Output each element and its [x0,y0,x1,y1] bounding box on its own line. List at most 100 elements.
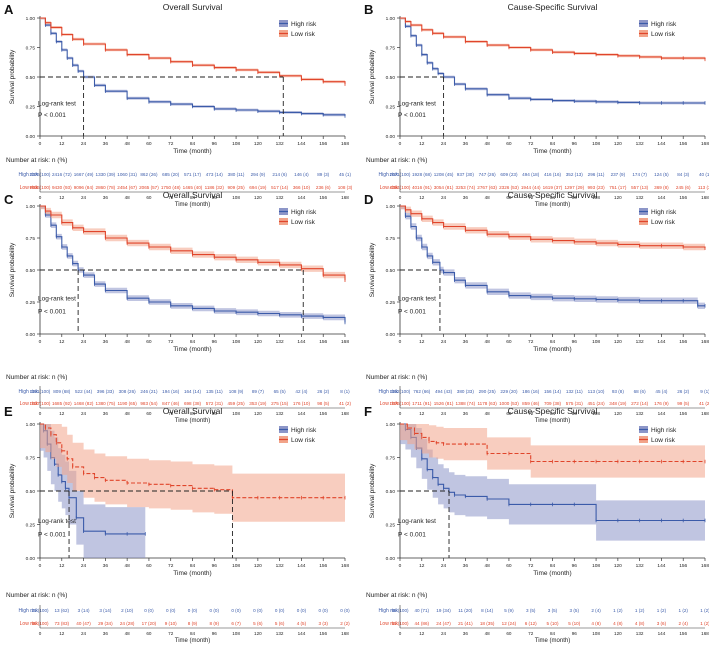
risk-table-x-tick: 24 [81,411,87,416]
x-tick-label: 36 [463,339,469,345]
x-tick-label: 72 [168,339,174,345]
low-risk-ci-band [40,206,345,284]
risk-table-cell-low: 1711 (91) [412,401,432,406]
x-tick-label: 24 [441,141,447,147]
risk-table-x-tick: 156 [679,195,687,200]
legend-label: Low risk [291,31,316,38]
risk-table-cell-low: 1000 (53) [499,401,519,406]
panel-b: B Cause-Specific Survival 0.00 0.25 0.50 0.75… [364,2,709,208]
risk-table-cell-high: 164 (14) [184,389,202,394]
legend-label: High risk [291,21,317,28]
x-tick-label: 12 [419,141,425,147]
x-tick-label: 96 [212,339,218,345]
x-tick-label: 168 [701,141,709,147]
panel-letter: E [4,404,13,419]
y-tick-label: 0.75 [386,46,396,52]
risk-table-x-tick: 132 [636,195,644,200]
risk-table-cell-low: 73 (83) [55,621,70,626]
risk-table-cell-high: 214 (6) [272,172,287,177]
x-tick-label: 156 [679,339,687,345]
risk-table-cell-low: 17 (20) [142,621,157,626]
risk-table-cell-high: 135 (11) [206,389,223,394]
risk-table-x-tick: 144 [298,195,306,200]
x-tick-label: 132 [276,339,284,345]
risk-table-cell-high: 26 (2) [677,389,689,394]
risk-table-x-tick: 12 [419,195,425,200]
risk-table-cell-high: 352 (13) [566,172,584,177]
risk-table-cell-high: 68 (6) [634,389,646,394]
risk-table-x-tick: 96 [212,411,218,416]
risk-table-x-tick: 156 [679,631,687,636]
risk-table-x-tick: 156 [319,631,327,636]
risk-table-x-tick: 72 [168,411,174,416]
risk-table-x-tick: 0 [39,195,42,200]
risk-table-x-tick: 120 [614,411,622,416]
risk-table-x-tick: 168 [701,411,709,416]
risk-table-cell-low: 847 (46) [162,401,180,406]
risk-table-cell-low: 3 (3) [318,621,328,626]
risk-table-cell-low: 575 (31) [566,401,584,406]
x-tick-label: 84 [550,339,556,345]
risk-table-cell-high: 294 (9) [251,172,266,177]
risk-table-row-label: High risk [379,389,399,395]
y-axis-label: Survival probability [9,242,16,297]
risk-table-cell-low: 4 (5) [297,621,307,626]
risk-table-x-label: Time (month) [535,638,570,644]
x-tick-label: 144 [297,339,305,345]
risk-table-cell-high: 0 (0) [297,608,307,613]
risk-table-cell-low: 1619 (37) [543,185,563,190]
x-tick-label: 72 [528,339,534,345]
risk-table-title: Number at risk: n (%) [366,374,427,381]
risk-table-title: Number at risk: n (%) [6,592,67,599]
risk-table-cell-high: 174 (7) [632,172,647,177]
risk-table-x-tick: 168 [701,195,709,200]
risk-table-cell-low: 698 (38) [184,401,202,406]
risk-table-cell-high: 1 (2) [657,608,667,613]
x-tick-label: 0 [399,563,402,569]
risk-table-cell-low: 3054 (81) [434,185,454,190]
risk-table-title: Number at risk: n (%) [366,592,427,599]
risk-table-x-tick: 144 [658,195,666,200]
risk-table-x-label: Time (month) [535,418,570,424]
y-tick-label: 1.00 [26,16,36,22]
x-tick-label: 144 [297,141,305,147]
risk-table-cell-low: 451 (24) [588,401,606,406]
risk-table-cell-high: 19 (34) [436,608,451,613]
x-tick-label: 156 [319,563,327,569]
x-tick-label: 36 [103,563,109,569]
logrank-label: Log-rank test [38,100,76,107]
risk-table-cell-high: 0 (0) [253,608,263,613]
x-tick-label: 48 [484,563,490,569]
risk-table-x-tick: 108 [232,195,240,200]
x-tick-label: 108 [592,339,600,345]
risk-table-x-tick: 156 [319,195,327,200]
risk-table-x-tick: 108 [592,631,600,636]
risk-table-x-tick: 72 [168,195,174,200]
risk-table-cell-high: 8 (1) [340,389,350,394]
risk-table-cell-high: 0 (0) [210,608,220,613]
risk-table-cell-low: 108 (3) [338,185,353,190]
y-tick-label: 0.25 [386,523,396,529]
risk-table-x-tick: 60 [146,411,152,416]
x-tick-label: 132 [276,563,284,569]
x-tick-label: 168 [341,563,349,569]
x-tick-label: 48 [124,141,130,147]
x-tick-label: 168 [341,339,349,345]
risk-table-cell-low: 9096 (84) [74,185,94,190]
risk-table-cell-low: 6 (7) [231,621,241,626]
risk-table-cell-high: 113 (10) [588,389,605,394]
x-tick-label: 60 [146,141,152,147]
risk-table-cell-low: 572 (31) [206,401,224,406]
risk-table-x-tick: 48 [125,631,131,636]
low-risk-curve [40,17,346,85]
risk-table-x-tick: 36 [463,195,469,200]
risk-table-cell-low: 2 (4) [678,621,688,626]
risk-table-cell-high: 45 (1) [339,172,351,177]
risk-table-cell-low: 4 (8) [635,621,645,626]
risk-table-x-tick: 72 [528,411,534,416]
y-tick-label: 0.50 [386,75,396,81]
risk-table-x-tick: 120 [254,411,262,416]
risk-table-cell-low: 245 (6) [676,185,691,190]
x-tick-label: 60 [146,563,152,569]
x-tick-label: 48 [124,563,130,569]
